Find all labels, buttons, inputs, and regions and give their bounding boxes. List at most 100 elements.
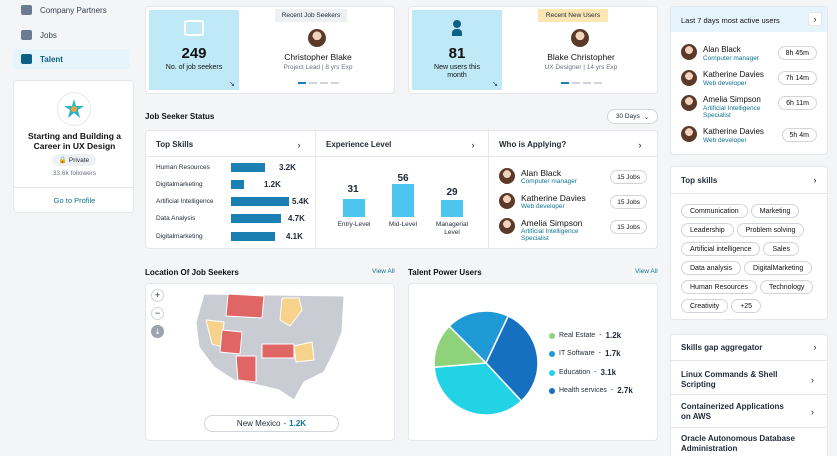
profile-card: Starting and Building a Career in UX Des…: [13, 80, 134, 213]
skill-tag[interactable]: Marketing: [750, 204, 800, 218]
carousel-dots[interactable]: [298, 82, 339, 84]
carousel-dots[interactable]: [561, 82, 602, 84]
chevron-right-icon[interactable]: ›: [292, 138, 306, 152]
skill-tag[interactable]: Leadership: [681, 223, 734, 237]
skill-tag[interactable]: DigitalMarketing: [744, 261, 813, 275]
avatar: [681, 126, 697, 142]
skill-tag[interactable]: Artificial intelligence: [681, 242, 761, 256]
gap-divider: [671, 427, 827, 428]
sidebar-item-label: Jobs: [40, 30, 57, 40]
top-skills-title: Top Skills: [156, 140, 194, 149]
lock-icon: 🔒: [58, 157, 67, 164]
arrow-icon[interactable]: ↘: [492, 81, 498, 88]
avatar: [499, 168, 515, 184]
zoom-out-button[interactable]: −: [151, 307, 164, 320]
chevron-right-icon[interactable]: ›: [811, 375, 814, 385]
top-skills-section: Top Skills › Human Resources 3.2K Digita…: [146, 131, 316, 248]
pie-slice[interactable]: [485, 315, 539, 403]
jobs-count-badge[interactable]: 15 Jobs: [610, 195, 647, 209]
sidebar-item-talent[interactable]: Talent: [13, 49, 130, 69]
briefcase-icon: [21, 30, 32, 40]
skill-tag[interactable]: Creativity: [681, 299, 729, 313]
legend-item: Real Estate -1.2k: [549, 331, 621, 340]
section-title-power-users: Talent Power Users: [408, 268, 482, 277]
new-users-label: New users this month: [434, 64, 480, 79]
experience-label: Mid-Level: [388, 221, 418, 228]
new-users-count: 81: [448, 45, 466, 62]
experience-divider: [316, 156, 489, 157]
users-icon: [21, 54, 32, 64]
skill-tag-list: Communication Marketing Leadership Problem …: [681, 204, 823, 318]
skill-tag[interactable]: Sales: [763, 242, 799, 256]
applicant-name[interactable]: Amelia Simpson: [521, 218, 583, 228]
sidebar-item-jobs[interactable]: Jobs: [13, 25, 130, 45]
new-user-meta: UX Designer | 14 yrs Exp: [544, 64, 618, 71]
zoom-in-button[interactable]: +: [151, 289, 164, 302]
chevron-right-icon[interactable]: ›: [808, 173, 822, 187]
pie-slice[interactable]: [448, 310, 510, 365]
skill-tag[interactable]: Communication: [681, 204, 748, 218]
applicant-name[interactable]: Alan Black: [521, 168, 562, 178]
location-view-all-link[interactable]: View All: [372, 268, 395, 275]
chevron-right-icon[interactable]: ›: [808, 340, 822, 354]
skill-tag[interactable]: Human Resources: [681, 280, 757, 294]
tab-recent-new-users[interactable]: Recent New Users: [538, 9, 608, 22]
jobs-count-badge[interactable]: 15 Jobs: [610, 170, 647, 184]
power-users-pie[interactable]: [431, 308, 541, 418]
period-select[interactable]: 30 Days ⌄: [607, 109, 658, 124]
us-map[interactable]: [194, 292, 346, 402]
download-icon[interactable]: ⤓: [151, 325, 164, 338]
active-user-name[interactable]: Katherine Davies: [703, 70, 764, 79]
skill-value: 5.4K: [292, 197, 309, 206]
gap-item[interactable]: Linux Commands & Shell Scripting: [681, 370, 778, 389]
applicant-role: Web developer: [521, 203, 565, 210]
arrow-icon[interactable]: ↘: [229, 81, 235, 88]
selected-state-value: 1.2K: [289, 419, 307, 428]
sidebar-item-label: Company Partners: [40, 5, 107, 15]
section-title-location: Location Of Job Seekers: [145, 268, 239, 277]
skill-value: 4.7K: [288, 214, 305, 223]
gap-item[interactable]: Oracle Autonomous Database Administratio…: [681, 434, 795, 453]
skill-tag[interactable]: Data analysis: [681, 261, 742, 275]
chevron-right-icon[interactable]: ›: [808, 12, 822, 26]
active-user-name[interactable]: Katherine Davies: [703, 127, 764, 136]
experience-bar: [441, 200, 463, 217]
skill-label: Digitalmarketing: [156, 233, 203, 240]
go-to-profile-link[interactable]: Go to Profile: [53, 196, 96, 205]
applicant-name[interactable]: Katherine Davies: [521, 193, 586, 203]
skill-label: Artificial Intelligence: [156, 198, 214, 205]
chevron-right-icon[interactable]: ›: [633, 138, 647, 152]
avatar: [681, 70, 697, 86]
power-users-card: Real Estate -1.2k IT Software -1.7k Educat…: [408, 283, 658, 441]
more-skills-tag[interactable]: +25: [731, 299, 762, 313]
seeker-meta: Project Lead | 8 yrs Exp: [283, 64, 353, 71]
chevron-right-icon[interactable]: ›: [466, 138, 480, 152]
profile-divider: [14, 187, 133, 188]
skill-tag[interactable]: Problem solving: [736, 223, 805, 237]
active-user-name[interactable]: Alan Black: [703, 45, 741, 54]
building-icon: [21, 5, 32, 15]
experience-value: 31: [347, 184, 359, 195]
privacy-badge: 🔒 Private: [52, 154, 96, 166]
job-seekers-tile: 249 No. of job seekers ↘: [149, 10, 239, 90]
chevron-right-icon[interactable]: ›: [811, 407, 814, 417]
applying-divider: [489, 156, 657, 157]
gap-item[interactable]: Containerized Applications on AWS: [681, 402, 784, 421]
avatar: [681, 95, 697, 111]
jobs-count-badge[interactable]: 15 Jobs: [610, 220, 647, 234]
pie-slice[interactable]: [433, 362, 523, 416]
selected-state-badge[interactable]: New Mexico - 1.2K: [204, 415, 339, 432]
legend-dot: [549, 350, 555, 357]
skill-tag[interactable]: Technology: [759, 280, 814, 294]
applicant-role: Artificial Intelligence Specialist: [521, 228, 579, 242]
sidebar-item-company-partners[interactable]: Company Partners: [13, 0, 130, 20]
power-users-view-all-link[interactable]: View All: [635, 268, 658, 275]
sidebar-item-label: Talent: [40, 54, 63, 64]
legend-dot: [549, 369, 555, 376]
pie-slice[interactable]: [433, 325, 488, 369]
active-time-badge: 5h 4m: [781, 128, 817, 142]
legend-dot: [549, 332, 555, 339]
tab-recent-job-seekers[interactable]: Recent Job Seekers: [275, 9, 347, 22]
active-user-name[interactable]: Amelia Simpson: [703, 95, 761, 104]
avatar: [681, 44, 697, 60]
